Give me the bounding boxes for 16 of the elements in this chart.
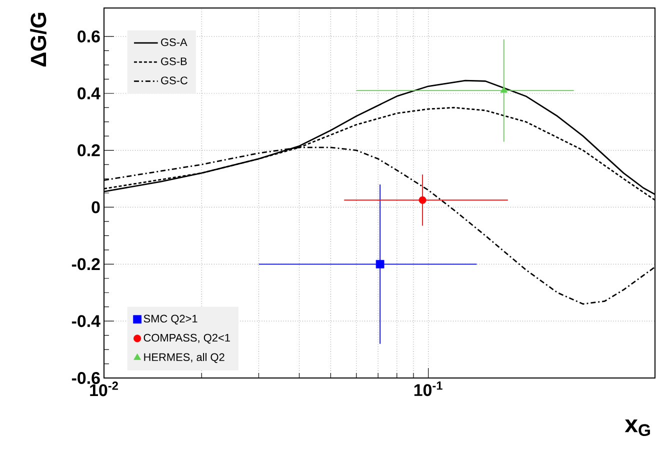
x-axis-title: x$_{G}$ (624, 420, 650, 436)
y-tick-label: 0.6 (78, 30, 100, 42)
legend-label: SMC Q2>1 (144, 314, 198, 324)
legend-label: GS-C (161, 76, 188, 84)
legend-label: COMPASS, Q2<1 (144, 334, 230, 344)
y-tick-label: 0.4 (78, 87, 100, 100)
legend-label: HERMES, all Q2 (144, 352, 224, 363)
y-axis-title: ΔG/G (30, 12, 46, 67)
x-tick-label: 10$^{-1}$ (414, 382, 442, 396)
y-tick-label: 0.2 (78, 144, 100, 156)
y-tick-label: 0 (92, 201, 100, 214)
y-tick-label: -0.6 (72, 372, 100, 384)
legend-label: GS-B (161, 57, 187, 66)
legend-label: GS-A (161, 38, 188, 46)
y-tick-label: -0.2 (72, 258, 100, 270)
y-tick-label: -0.4 (72, 315, 100, 328)
